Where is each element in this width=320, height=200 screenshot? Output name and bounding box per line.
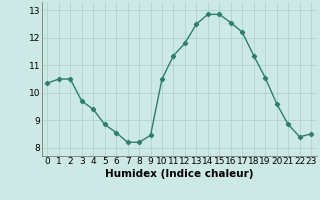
X-axis label: Humidex (Indice chaleur): Humidex (Indice chaleur) — [105, 169, 253, 179]
